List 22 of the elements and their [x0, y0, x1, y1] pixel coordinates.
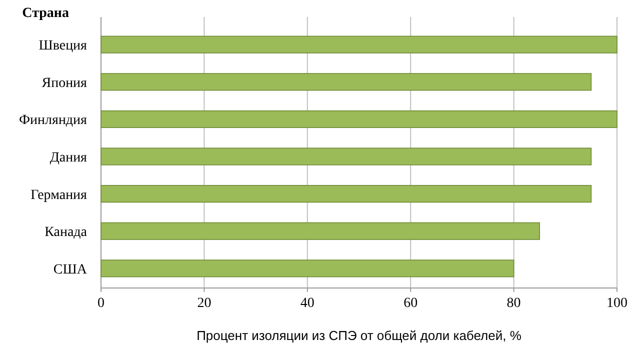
bar [100, 260, 514, 278]
y-tick-label: Япония [42, 76, 88, 91]
x-tick-label: 60 [404, 296, 418, 311]
y-tick-label: Швеция [38, 38, 88, 54]
x-tick-label: 100 [606, 296, 628, 311]
y-tick-label: Германия [30, 188, 88, 203]
bar [100, 73, 592, 91]
y-tick-label: Финляндия [18, 113, 88, 128]
x-tick-label: 20 [197, 296, 212, 311]
bar [100, 110, 618, 128]
y-tick-label: Дания [50, 150, 88, 166]
y-axis-title: Страна [22, 6, 69, 21]
x-tick-label: 80 [506, 296, 521, 311]
y-tick-label: Канада [44, 225, 88, 240]
x-tick-label: 40 [300, 296, 314, 311]
y-tick-label: США [53, 262, 88, 278]
bar [100, 36, 618, 54]
bar [100, 222, 540, 240]
bar [100, 148, 592, 166]
x-axis-title: Процент изоляции из СПЭ от общей доли кабелей, % [196, 328, 522, 343]
x-tick-label: 0 [98, 296, 104, 311]
bar [100, 185, 592, 203]
